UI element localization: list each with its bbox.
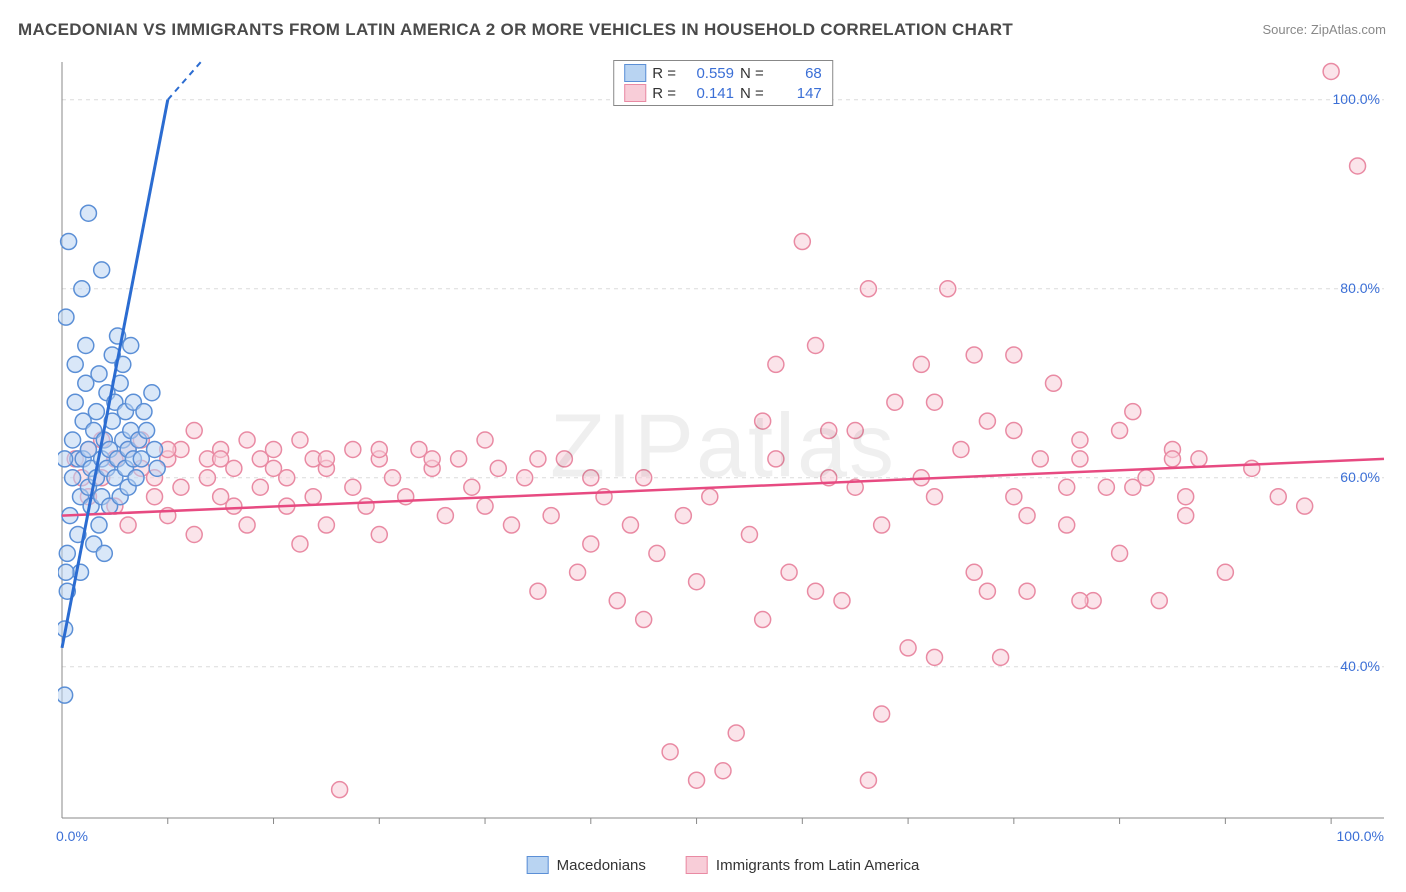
legend-item-latin-america: Immigrants from Latin America <box>686 856 919 874</box>
n-label: N = <box>740 65 764 82</box>
legend-row-macedonians: R = 0.559 N = 68 <box>614 63 832 83</box>
chart-canvas <box>58 58 1388 836</box>
swatch-pink <box>686 856 708 874</box>
scatter-plot: ZIPatlas R = 0.559 N = 68 R = 0.141 N = … <box>58 58 1388 836</box>
series-legend: Macedonians Immigrants from Latin Americ… <box>527 856 920 874</box>
r-value: 0.141 <box>682 85 734 102</box>
y-tick-label: 60.0% <box>1340 469 1380 485</box>
legend-row-latin-america: R = 0.141 N = 147 <box>614 83 832 103</box>
x-tick-left: 0.0% <box>56 828 88 844</box>
chart-title: MACEDONIAN VS IMMIGRANTS FROM LATIN AMER… <box>18 20 1013 40</box>
legend-label: Macedonians <box>557 857 646 874</box>
swatch-pink <box>624 84 646 102</box>
swatch-blue <box>527 856 549 874</box>
y-tick-label: 100.0% <box>1333 91 1380 107</box>
r-label: R = <box>652 85 676 102</box>
r-value: 0.559 <box>682 65 734 82</box>
n-value: 68 <box>770 65 822 82</box>
legend-label: Immigrants from Latin America <box>716 857 919 874</box>
y-tick-label: 80.0% <box>1340 280 1380 296</box>
correlation-legend: R = 0.559 N = 68 R = 0.141 N = 147 <box>613 60 833 106</box>
source-attribution: Source: ZipAtlas.com <box>1262 22 1386 37</box>
x-tick-right: 100.0% <box>1337 828 1384 844</box>
source-prefix: Source: <box>1262 22 1310 37</box>
y-tick-label: 40.0% <box>1340 658 1380 674</box>
n-label: N = <box>740 85 764 102</box>
swatch-blue <box>624 64 646 82</box>
r-label: R = <box>652 65 676 82</box>
legend-item-macedonians: Macedonians <box>527 856 646 874</box>
source-link[interactable]: ZipAtlas.com <box>1311 22 1386 37</box>
n-value: 147 <box>770 85 822 102</box>
